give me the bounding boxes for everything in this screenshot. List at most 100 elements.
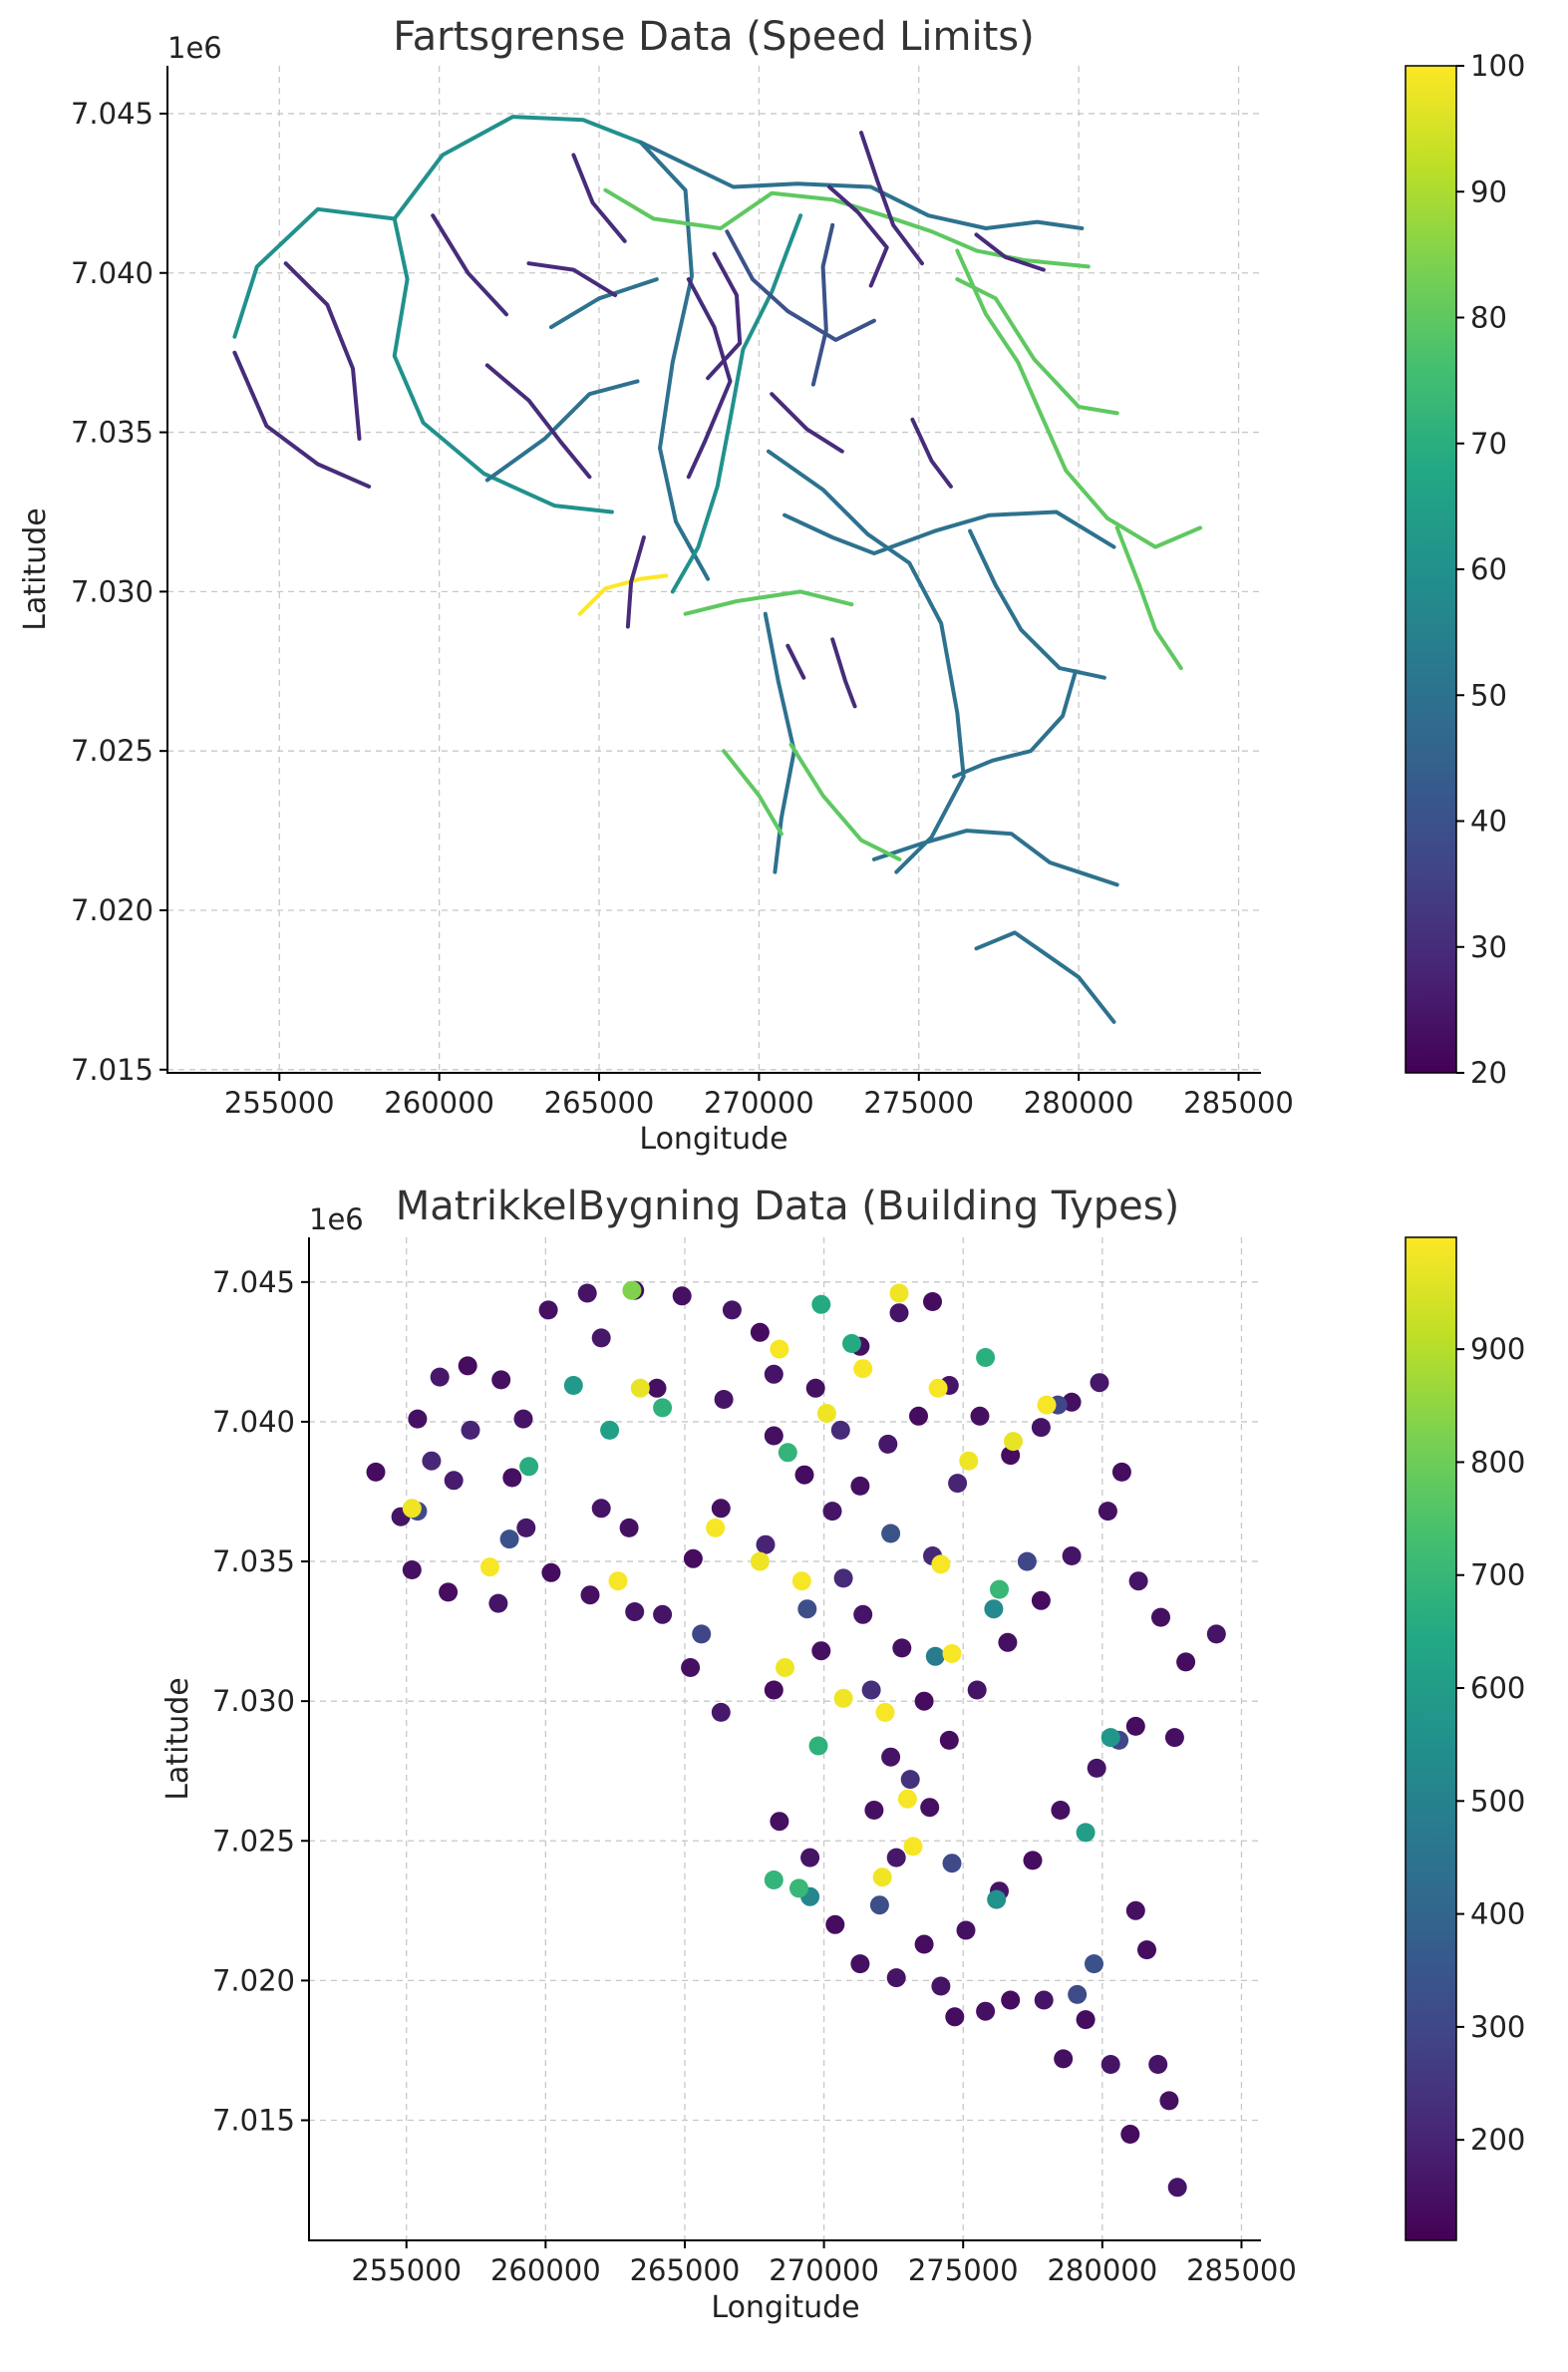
building-point	[1017, 1551, 1037, 1571]
building-point	[764, 1426, 784, 1446]
road-segment	[974, 232, 1046, 272]
building-point	[861, 1680, 881, 1700]
building-point	[1137, 1940, 1156, 1960]
building-point	[931, 1976, 951, 1996]
building-point	[998, 1632, 1018, 1652]
building-point	[519, 1457, 539, 1477]
chart-title: Fartsgrense Data (Speed Limits)	[393, 14, 1034, 60]
colorbar-tick-label: 70	[1470, 427, 1507, 461]
y-tick-label: 7.040	[212, 1405, 295, 1439]
building-point	[850, 1476, 870, 1496]
building-point	[976, 1348, 996, 1367]
road-segment	[910, 417, 953, 489]
road-segment	[686, 277, 733, 480]
colorbar-tick-label: 800	[1470, 1445, 1525, 1479]
colorbar-tick-label: 600	[1470, 1671, 1525, 1705]
building-point	[878, 1434, 898, 1454]
building-point	[764, 1870, 784, 1889]
y-axis-label: Latitude	[18, 508, 53, 630]
axes-spines	[308, 1237, 1261, 2241]
road-segment	[638, 140, 711, 581]
x-tick-label: 275000	[908, 2253, 1019, 2287]
building-point	[577, 1283, 597, 1303]
road-segment	[683, 589, 854, 616]
building-point	[889, 1283, 909, 1303]
building-point	[625, 1602, 645, 1621]
building-point	[925, 1646, 945, 1666]
building-points	[366, 1280, 1226, 2198]
x-tick-label: 260000	[490, 2253, 601, 2287]
building-point	[909, 1406, 928, 1426]
building-point	[513, 1409, 533, 1429]
axes-spines	[166, 66, 1261, 1074]
road-segment	[955, 277, 1119, 416]
road-segment	[810, 222, 835, 387]
colorbar-tick-label: 400	[1470, 1897, 1525, 1931]
building-point	[778, 1443, 797, 1463]
building-point	[939, 1730, 959, 1750]
building-point	[789, 1878, 808, 1898]
building-point	[714, 1390, 734, 1409]
road-segment	[788, 742, 902, 861]
road-segment	[706, 251, 743, 381]
road-segment	[725, 229, 876, 342]
y-tick-label: 7.025	[212, 1824, 295, 1858]
building-point	[750, 1322, 770, 1342]
colorbar-tick-label: 700	[1470, 1558, 1525, 1592]
building-point	[1120, 2125, 1140, 2144]
building-point	[458, 1356, 477, 1376]
building-point	[987, 1889, 1007, 1909]
building-point	[797, 1599, 817, 1619]
building-point	[683, 1548, 703, 1568]
building-point	[881, 1524, 901, 1543]
building-point	[1098, 1502, 1117, 1522]
building-point	[1125, 1900, 1145, 1920]
x-axis-label: Longitude	[639, 1122, 787, 1157]
building-point	[886, 1848, 906, 1867]
y-tick-label: 7.015	[212, 2104, 295, 2138]
x-axis-ticks: 255000 260000 265000 270000 275000 280000 2850…	[224, 1073, 1294, 1120]
road-segment	[392, 115, 643, 221]
y-tick-label: 7.035	[71, 416, 154, 450]
building-point	[591, 1499, 611, 1519]
road-segment	[871, 829, 1119, 887]
building-point	[711, 1702, 731, 1722]
building-point	[900, 1770, 920, 1790]
colorbar-tick-label: 300	[1470, 2010, 1525, 2044]
x-tick-label: 280000	[1024, 1086, 1134, 1120]
road-segment	[767, 449, 966, 874]
building-point	[833, 1568, 853, 1588]
building-point	[1111, 1462, 1131, 1482]
building-point	[1023, 1851, 1043, 1870]
building-point	[942, 1644, 962, 1663]
building-point	[931, 1554, 951, 1574]
road-segment	[952, 669, 1078, 779]
x-tick-label: 275000	[863, 1086, 974, 1120]
grid	[167, 66, 1261, 1073]
building-point	[653, 1398, 673, 1418]
x-tick-label: 265000	[630, 2253, 741, 2287]
building-point	[488, 1593, 508, 1613]
road-segment	[548, 277, 659, 330]
building-point	[1037, 1395, 1057, 1415]
building-point	[850, 1954, 870, 1974]
building-point	[970, 1406, 990, 1426]
colorbar-tick-label: 900	[1470, 1332, 1525, 1366]
building-point	[1031, 1418, 1051, 1438]
colorbar-ticks: 20 30 40 50 60 70 80 90 100	[1456, 49, 1525, 1090]
building-point	[942, 1854, 962, 1873]
building-point	[811, 1294, 831, 1314]
road-segment	[232, 206, 614, 514]
building-point	[984, 1599, 1004, 1619]
road-segment	[232, 350, 372, 489]
road-segment	[431, 213, 508, 317]
building-point	[1034, 1990, 1054, 2010]
colorbar-tick-label: 60	[1470, 552, 1507, 586]
building-point	[491, 1370, 511, 1390]
building-point	[1100, 2055, 1120, 2074]
building-point	[853, 1604, 873, 1624]
building-point	[756, 1534, 776, 1554]
building-point	[1167, 2178, 1187, 2198]
road-segment	[484, 363, 592, 480]
colorbar	[1405, 65, 1457, 1074]
